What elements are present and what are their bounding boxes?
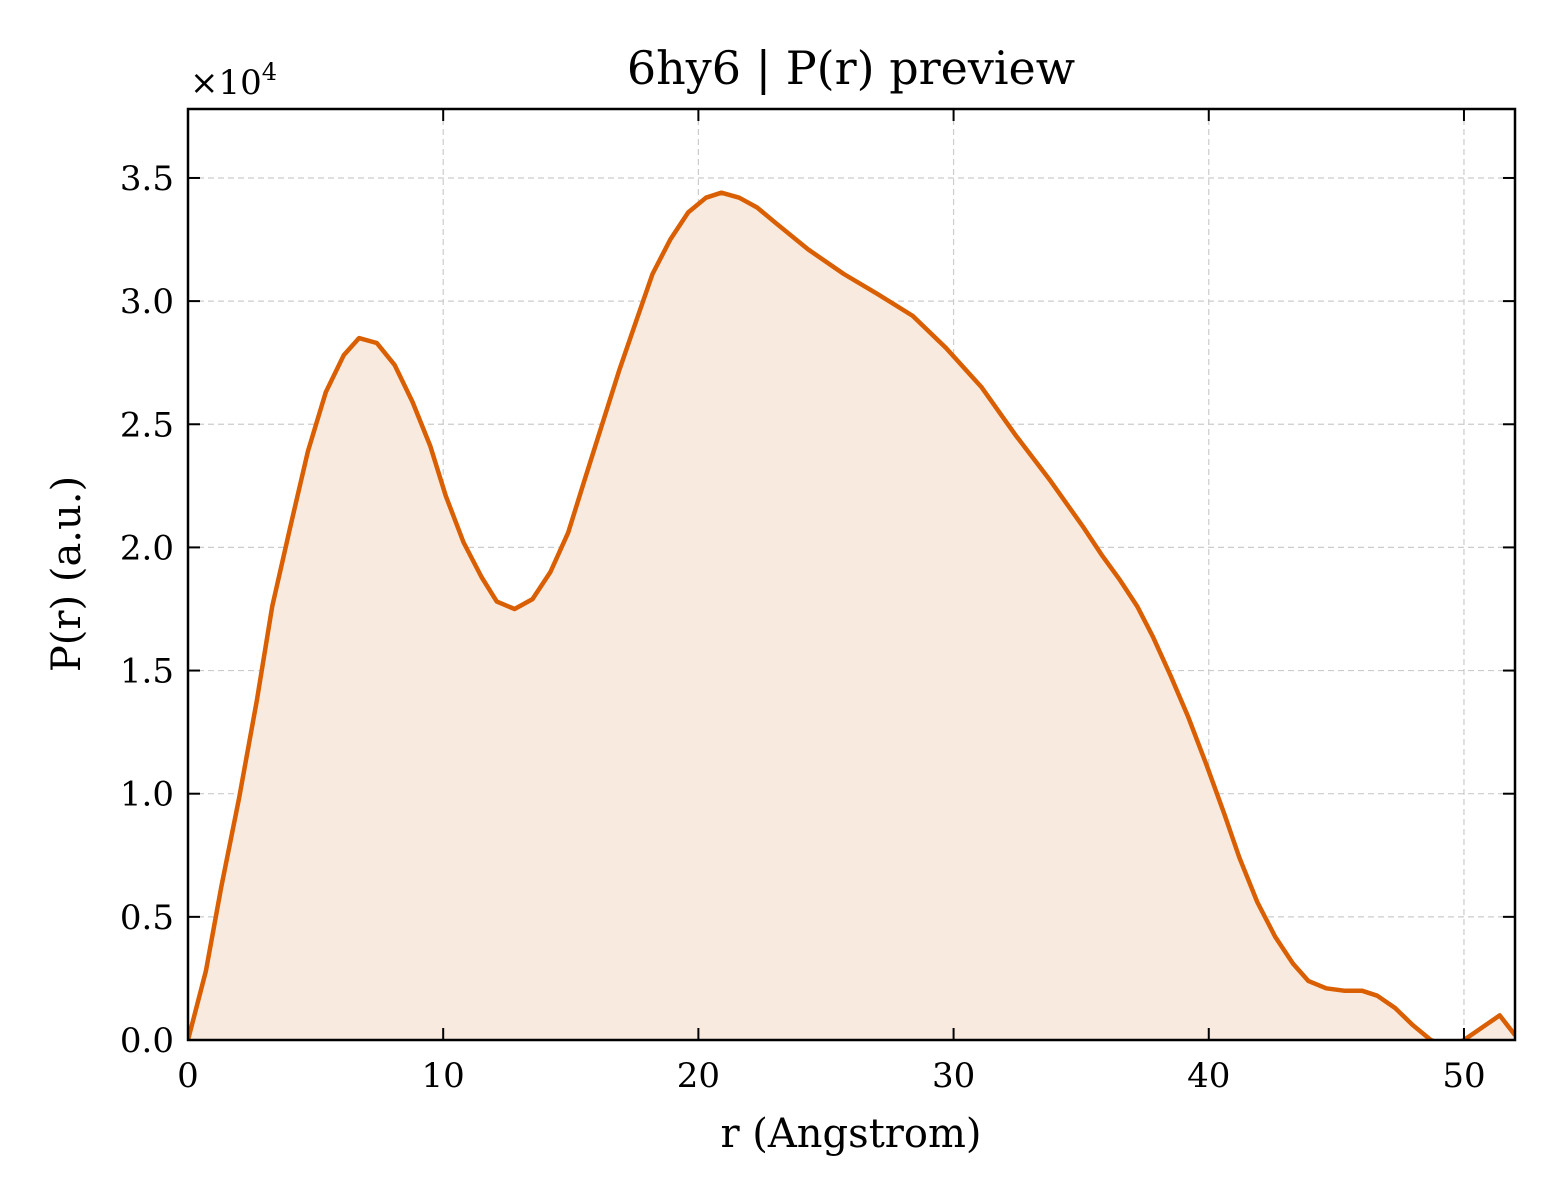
y-tick-label: 3.0 [120,282,174,322]
x-tick-label: 40 [1187,1056,1230,1096]
ticks [187,109,1515,1041]
x-tick-label: 30 [932,1056,975,1096]
plot-frame [186,107,1517,1042]
pr-area-fill [188,192,1515,1040]
tick-labels: 0 10 20 30 40 50 0.0 0.5 1.0 1.5 2.0 2.5 3.0 3.5 [120,159,1486,1096]
x-tick-label: 20 [677,1056,720,1096]
y-axis-label: P(r) (a.u.) [44,476,90,672]
y-tick-label: 3.5 [120,159,174,199]
x-axis-label: r (Angstrom) [720,1111,981,1157]
y-multiplier-exponent: 4 [262,58,277,86]
x-tick-label: 0 [177,1056,199,1096]
y-tick-label: 1.5 [120,652,174,692]
y-axis-multiplier: ×104 [190,58,277,103]
y-tick-label: 0.5 [120,898,174,938]
chart-title: 6hy6 | P(r) preview [627,41,1075,95]
y-tick-label: 2.5 [120,405,174,445]
y-tick-label: 1.0 [120,775,174,815]
y-tick-label: 2.0 [120,528,174,568]
y-multiplier-base: ×10 [190,63,262,103]
x-tick-label: 50 [1442,1056,1485,1096]
pr-series-line [188,190,1515,1040]
x-tick-label: 10 [422,1056,465,1096]
y-tick-label: 0.0 [120,1021,174,1061]
